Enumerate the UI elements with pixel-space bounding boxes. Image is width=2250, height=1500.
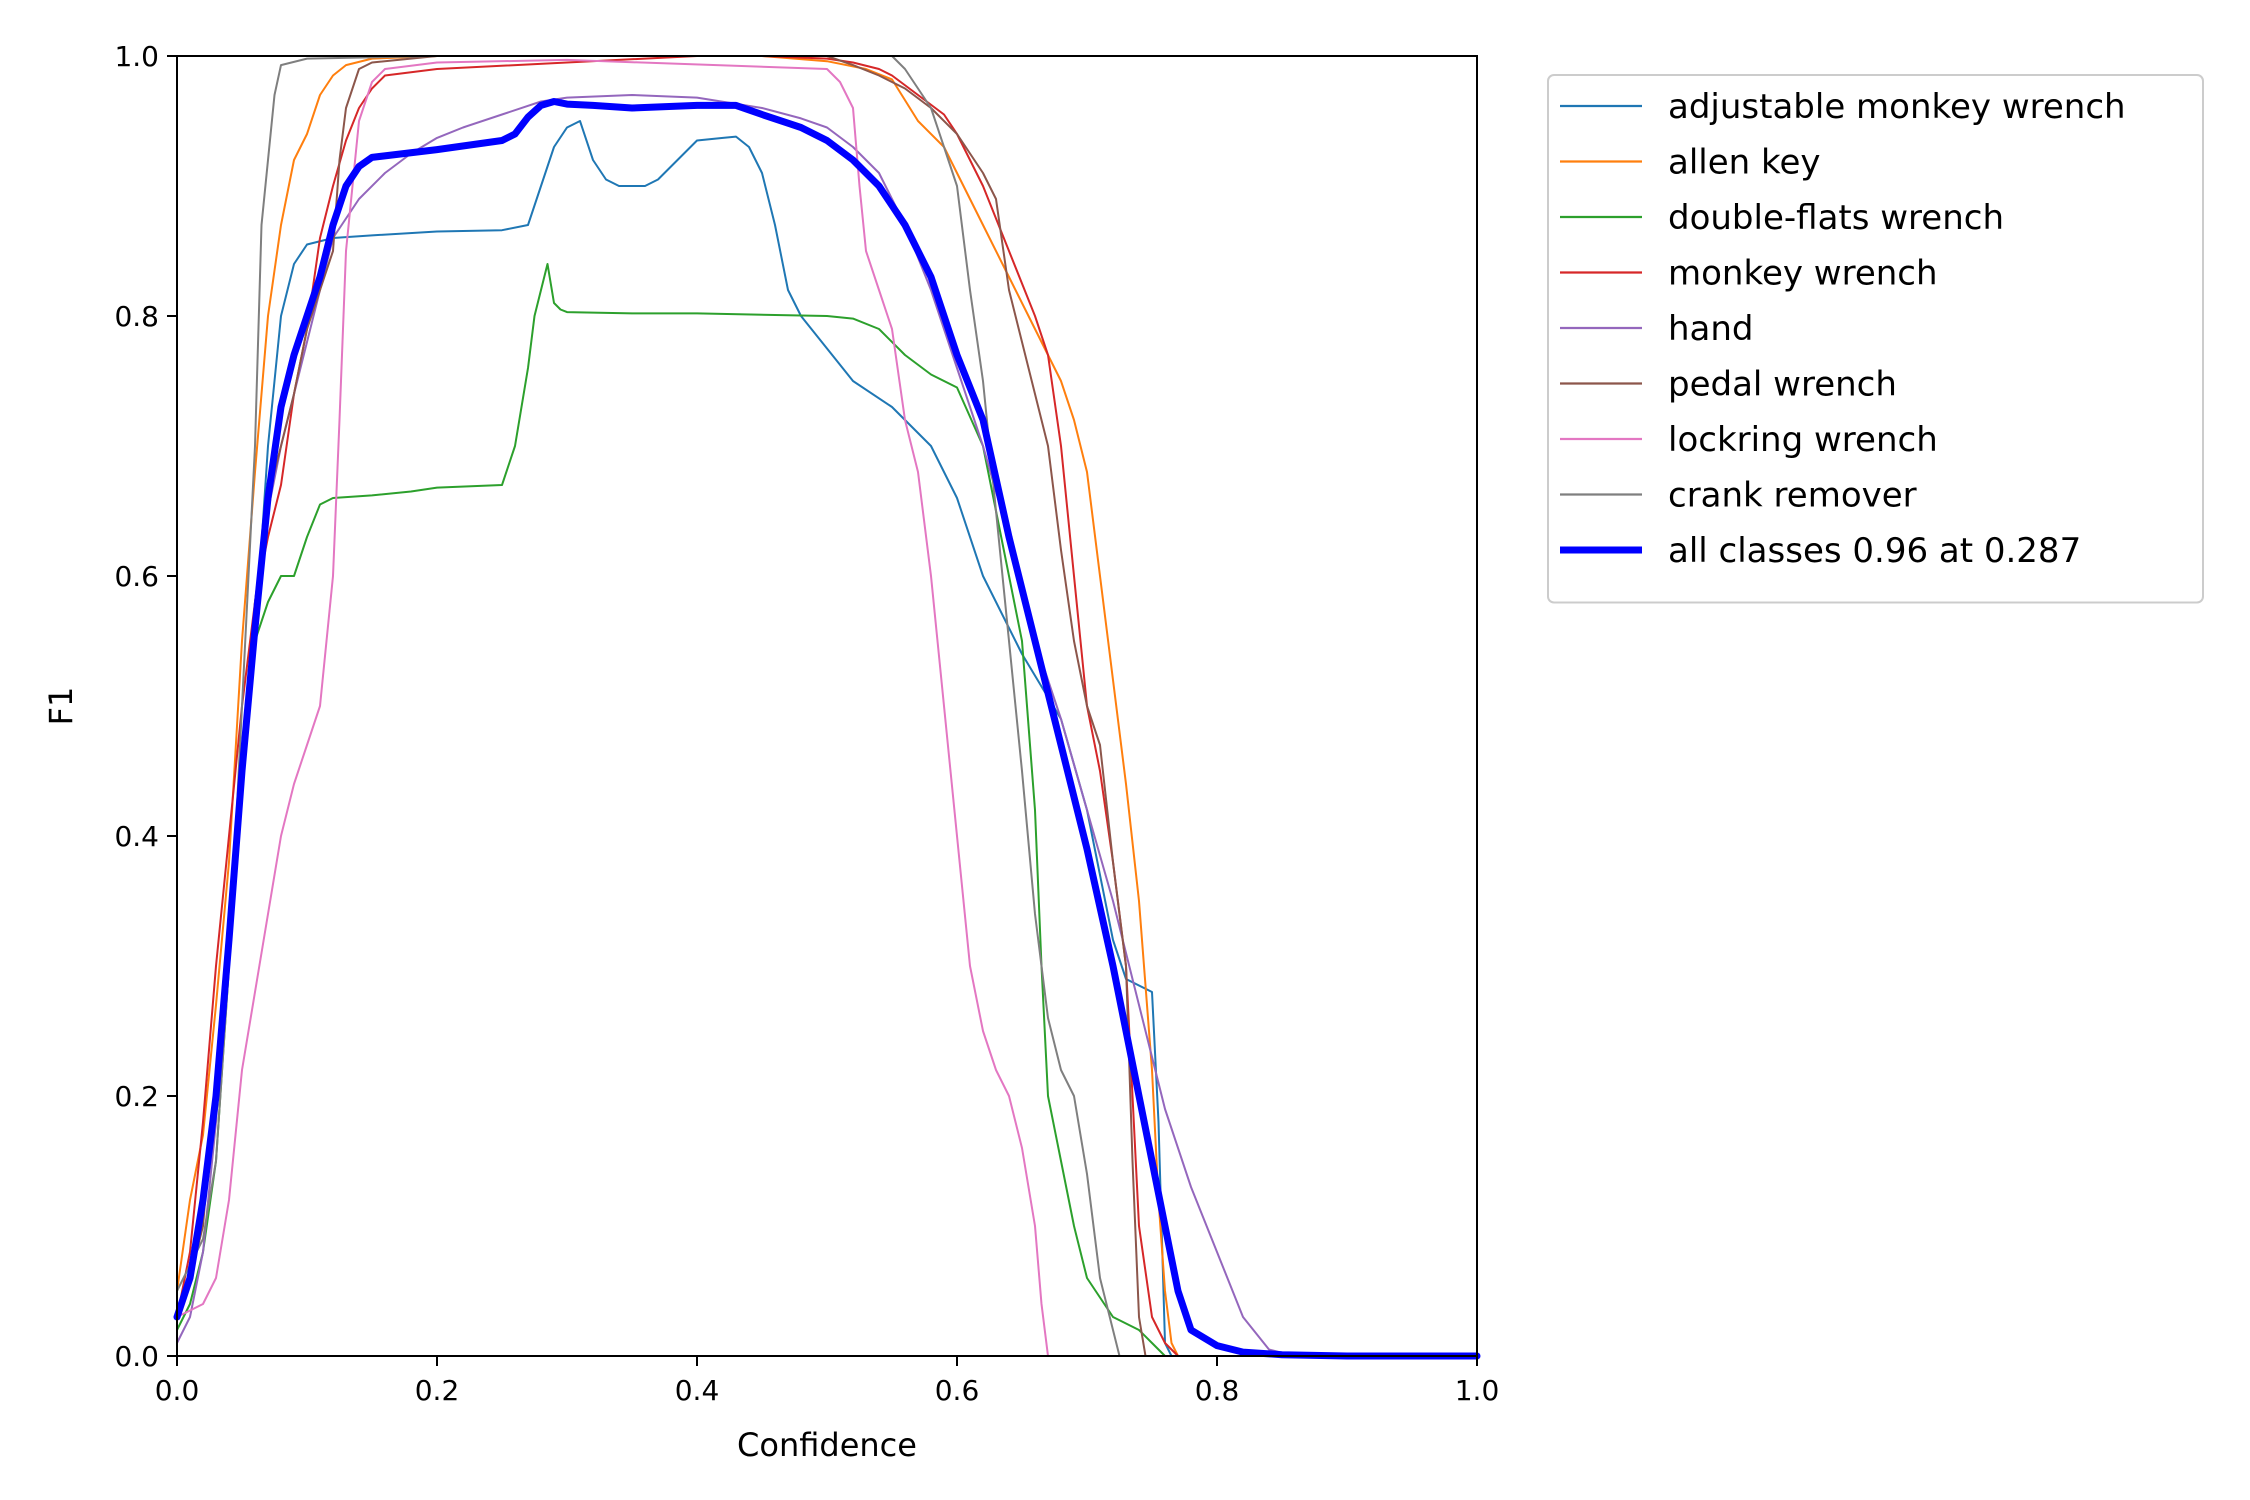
y-tick-label: 0.8 xyxy=(114,300,159,333)
x-tick-label: 0.8 xyxy=(1195,1374,1240,1407)
x-axis-ticks: 0.0 0.2 0.4 0.6 0.8 1.0 xyxy=(155,1356,1500,1407)
series-line-2 xyxy=(176,55,1478,1357)
legend-label: adjustable monkey wrench xyxy=(1668,87,2126,127)
x-tick-label: 0.2 xyxy=(415,1374,460,1407)
series-line-9 xyxy=(173,98,1481,1360)
legend-label: pedal wrench xyxy=(1668,365,1897,405)
x-tick-label: 0.0 xyxy=(155,1374,200,1407)
legend-box xyxy=(1547,74,2204,604)
legend-label: double-flats wrench xyxy=(1668,198,2004,238)
legend-label: lockring wrench xyxy=(1668,420,1938,460)
legend-label: hand xyxy=(1668,309,1754,349)
legend: adjustable monkey wrench allen key double-… xyxy=(1547,74,2204,604)
series-line-7 xyxy=(176,58,1478,1357)
x-axis-label: Confidence xyxy=(737,1426,917,1464)
legend-label: all classes 0.96 at 0.287 xyxy=(1668,531,2081,571)
x-tick-label: 1.0 xyxy=(1455,1374,1500,1407)
series-line-8 xyxy=(176,55,1478,1357)
series-layer xyxy=(173,55,1481,1360)
legend-label: crank remover xyxy=(1668,476,1917,516)
y-tick-label: 0.6 xyxy=(114,560,159,593)
legend-label: monkey wrench xyxy=(1668,254,1938,294)
x-tick-label: 0.4 xyxy=(675,1374,720,1407)
y-tick-label: 0.4 xyxy=(114,820,159,853)
series-line-3 xyxy=(176,263,1478,1357)
legend-label: allen key xyxy=(1668,143,1821,183)
plot-frame xyxy=(176,55,1478,1357)
x-tick-label: 0.6 xyxy=(935,1374,980,1407)
y-tick-label: 0.0 xyxy=(114,1340,159,1373)
y-axis-ticks: 0.0 0.2 0.4 0.6 0.8 1.0 xyxy=(114,40,177,1373)
y-axis-label: F1 xyxy=(42,687,80,726)
y-tick-label: 0.2 xyxy=(114,1080,159,1113)
y-tick-label: 1.0 xyxy=(114,40,159,73)
